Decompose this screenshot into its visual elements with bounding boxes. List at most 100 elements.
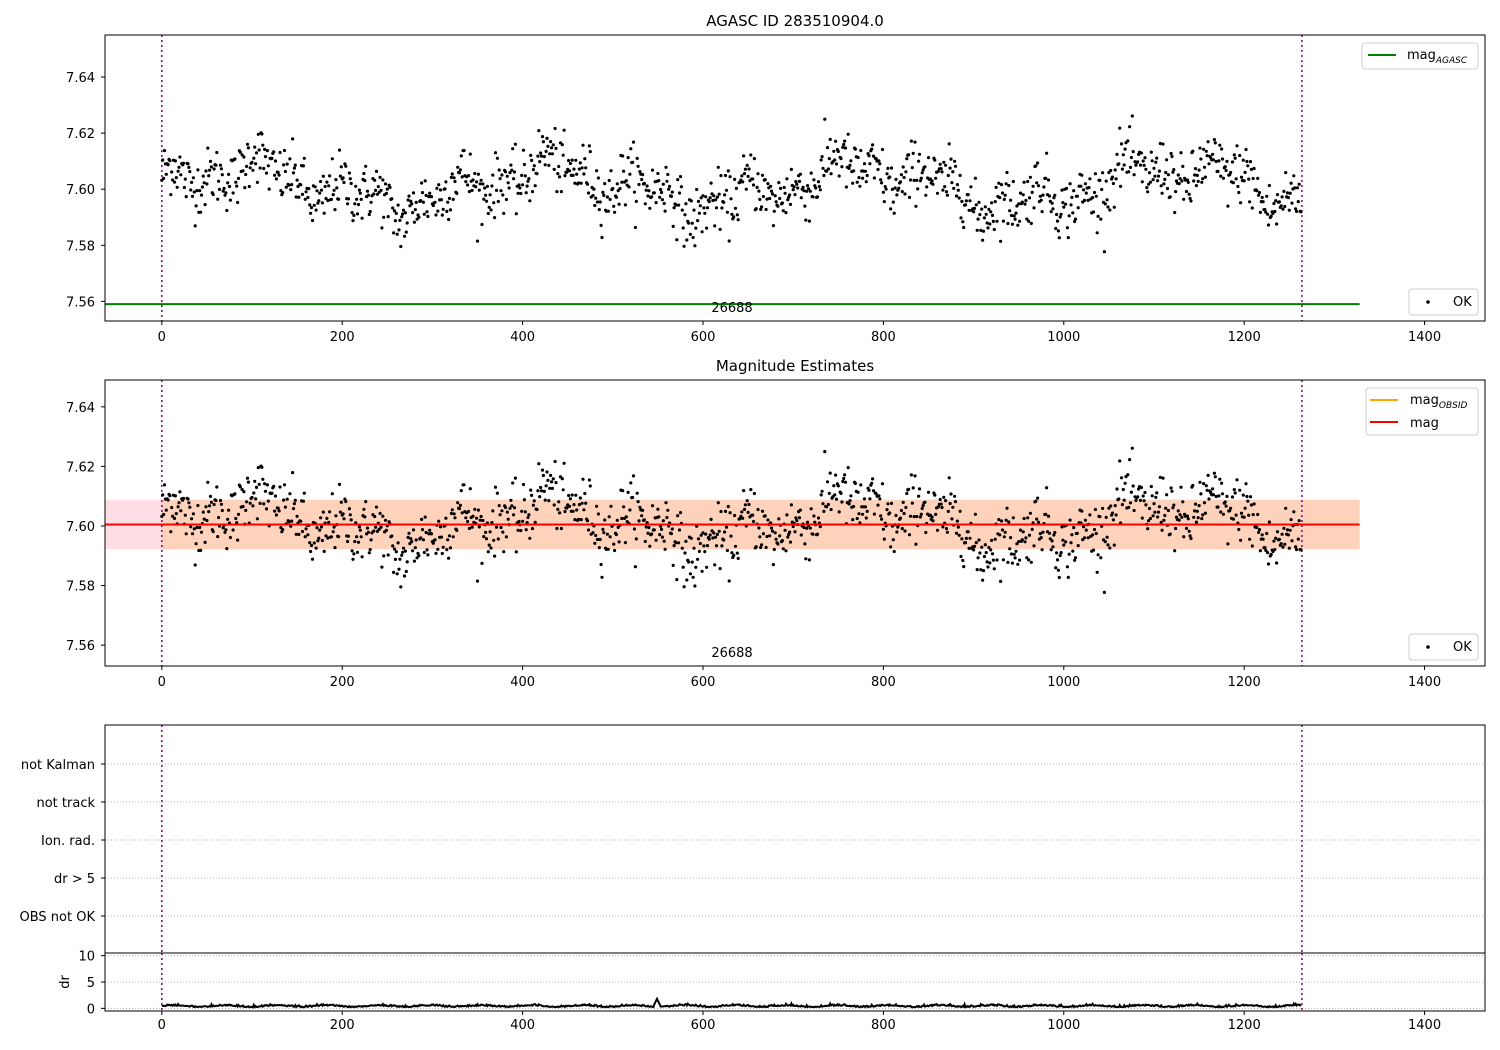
p2-point xyxy=(1166,508,1170,513)
p1-point xyxy=(1091,210,1096,214)
p1-point xyxy=(406,198,410,202)
p2-point xyxy=(190,517,194,521)
p1-point xyxy=(467,190,471,194)
p1-point xyxy=(1025,217,1029,221)
p2-point xyxy=(1239,538,1243,542)
p1-point xyxy=(601,190,605,194)
p2-point xyxy=(697,549,702,554)
p2-point xyxy=(1115,487,1119,491)
p1-point xyxy=(354,184,358,188)
p2-point xyxy=(1185,514,1189,518)
p1-point xyxy=(918,179,923,183)
p2-point xyxy=(220,508,224,513)
p1-point xyxy=(188,170,192,174)
p1-point xyxy=(181,161,186,165)
p1-point xyxy=(284,185,288,189)
p2-point xyxy=(555,526,559,531)
p1-point xyxy=(631,140,636,144)
p1-point xyxy=(224,191,228,195)
p1-point xyxy=(909,139,914,143)
p1-point xyxy=(556,172,560,176)
p2-point xyxy=(981,578,985,582)
p1-point xyxy=(978,213,982,217)
p1-point xyxy=(884,187,888,191)
panel-mag-legend-upper: magOBSID mag xyxy=(1365,387,1479,436)
p1-point xyxy=(394,211,398,215)
p2-point xyxy=(1120,503,1124,507)
p1-point xyxy=(1163,177,1167,181)
p2-point xyxy=(660,535,665,539)
p2-point xyxy=(915,514,919,519)
p1-point xyxy=(326,198,330,203)
p1-point xyxy=(735,213,739,217)
p1-point xyxy=(920,171,924,175)
p2-point xyxy=(236,512,241,517)
p2-point xyxy=(953,494,957,498)
p2-point xyxy=(1017,540,1021,544)
p2-point xyxy=(556,507,560,511)
p2-point xyxy=(1239,511,1244,515)
p1-point xyxy=(1009,213,1014,218)
p1-point xyxy=(252,156,256,160)
p1-point xyxy=(443,187,447,191)
p2-point xyxy=(1096,553,1100,557)
p2-point xyxy=(571,509,575,513)
p2-ytick-label: 7.64 xyxy=(66,401,95,416)
p1-point xyxy=(368,209,372,214)
p1-point xyxy=(372,192,376,196)
p2-point xyxy=(935,528,940,532)
p2-point xyxy=(455,528,459,533)
p1-point xyxy=(456,165,460,169)
p2-point xyxy=(1114,513,1118,517)
p1-point xyxy=(1030,190,1034,194)
p2-point xyxy=(351,557,355,561)
p2-point xyxy=(499,525,503,530)
p1-point xyxy=(587,144,592,148)
p2-point xyxy=(400,553,404,557)
p1-point xyxy=(1098,178,1102,182)
p2-point xyxy=(1048,537,1052,541)
p2-point xyxy=(574,493,578,497)
p2-point xyxy=(1056,568,1060,572)
p1-point xyxy=(1184,189,1189,194)
p2-point xyxy=(504,535,508,539)
p2-point xyxy=(1132,508,1136,513)
p2-point xyxy=(757,526,761,530)
p1-point xyxy=(723,173,728,178)
p1-point xyxy=(1062,205,1066,209)
p2-point xyxy=(532,499,536,503)
p1-point xyxy=(175,185,179,189)
p1-point xyxy=(325,180,329,184)
p1-point xyxy=(1140,180,1144,184)
p2-point xyxy=(1062,543,1066,547)
p1-point xyxy=(207,174,211,178)
p2-point xyxy=(568,497,573,501)
p1-point xyxy=(547,163,551,167)
p1-point xyxy=(319,179,323,184)
p2-point xyxy=(378,511,382,515)
p2-point xyxy=(1122,498,1126,502)
p2-point xyxy=(1186,517,1190,521)
p2-point xyxy=(1055,551,1059,555)
p1-point xyxy=(1131,150,1135,154)
p1-point xyxy=(910,166,914,170)
p2-point xyxy=(294,532,298,536)
p2-point xyxy=(545,470,549,474)
p2-point xyxy=(623,541,628,545)
p1-point xyxy=(1243,170,1247,174)
p2-point xyxy=(1007,520,1011,524)
p2-point xyxy=(646,531,650,535)
p2-point xyxy=(1155,491,1159,495)
p1-point xyxy=(338,174,342,178)
p2-point xyxy=(236,538,240,542)
p2-point xyxy=(626,490,630,494)
p1-point xyxy=(1054,226,1058,231)
dr-series-line xyxy=(161,996,1302,1009)
p1-xtick-label: 1400 xyxy=(1408,330,1441,345)
p2-point xyxy=(1119,476,1124,480)
p1-point xyxy=(1003,193,1007,197)
p1-point xyxy=(227,184,232,189)
p1-point xyxy=(567,158,571,163)
p1-point xyxy=(886,166,890,170)
p1-point xyxy=(837,174,841,178)
